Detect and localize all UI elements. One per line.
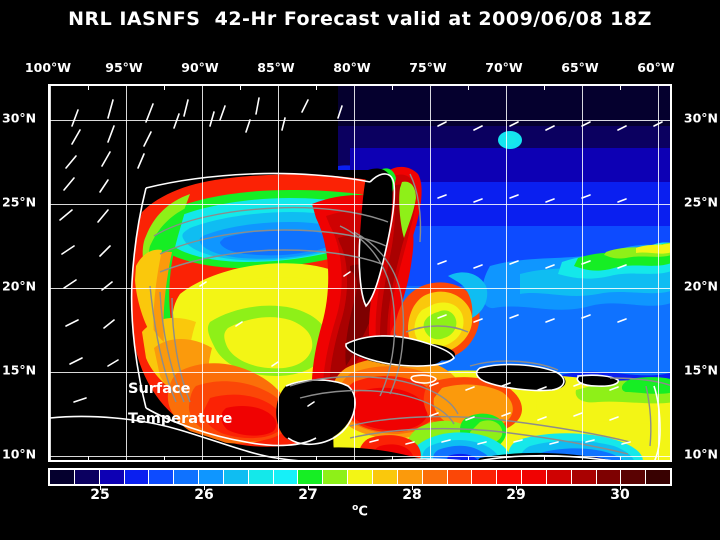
tick-top [240, 86, 241, 90]
colorbar-label-25: 25 [90, 487, 110, 503]
lon-label-90w: 90°W [181, 60, 219, 75]
lat-label-left-20n: 20°N [2, 278, 37, 294]
gridline-lat-15n [50, 372, 670, 373]
map-panel[interactable]: Surface Temperature [48, 84, 672, 462]
tick-bottom [164, 456, 165, 460]
colorbar-segment-8 [248, 470, 274, 484]
current-vector-overlay [59, 97, 663, 445]
page-title: NRL IASNFS 42-Hr Forecast valid at 2009/… [68, 8, 652, 30]
colorbar-segment-10 [298, 470, 324, 484]
colorbar-segment-4 [149, 470, 175, 484]
lat-label-left-30n: 30°N [2, 110, 37, 126]
colorbar-tick [100, 486, 101, 490]
colorbar-segment-24 [646, 470, 671, 484]
lat-label-right-30n: 30°N [683, 110, 718, 126]
colorbar-segment-18 [497, 470, 523, 484]
gridline-lat-20n [50, 288, 670, 289]
lon-label-75w: 75°W [409, 60, 447, 75]
tick-bottom [620, 456, 621, 460]
gridline-lon-60w [658, 86, 659, 460]
gridline-lat-25n [50, 204, 670, 205]
lon-label-65w: 65°W [561, 60, 599, 75]
tick-bottom [468, 456, 469, 460]
gridline-lat-10n [50, 456, 670, 457]
tick-top [164, 86, 165, 90]
colorbar-segment-6 [199, 470, 224, 484]
colorbar-label-28: 28 [402, 487, 422, 503]
colorbar-tick [412, 486, 413, 490]
colorbar-segment-22 [596, 470, 622, 484]
lon-label-100w: 100°W [24, 60, 72, 75]
lon-label-85w: 85°W [257, 60, 295, 75]
colorbar-segment-1 [74, 470, 100, 484]
lat-label-right-15n: 15°N [683, 362, 718, 378]
lat-label-left-15n: 15°N [2, 362, 37, 378]
lon-label-95w: 95°W [105, 60, 143, 75]
tick-bottom [392, 456, 393, 460]
colorbar-label-29: 29 [506, 487, 526, 503]
lon-label-80w: 80°W [333, 60, 371, 75]
colorbar-segment-15 [422, 470, 448, 484]
gridline-lon-65w [582, 86, 583, 460]
annotation-line-2: Temperature [128, 411, 233, 427]
colorbar-tick [204, 486, 205, 490]
gridline-lat-30n [50, 120, 670, 121]
gridline-lon-70w [506, 86, 507, 460]
tick-bottom [88, 456, 89, 460]
colorbar-segment-3 [124, 470, 150, 484]
celsius-letter: C [358, 504, 368, 520]
colorbar-segment-11 [323, 470, 349, 484]
colorbar-segment-20 [546, 470, 572, 484]
lat-label-right-25n: 25°N [683, 194, 718, 210]
colorbar-segment-16 [447, 470, 473, 484]
tick-top [620, 86, 621, 90]
colorbar-segment-19 [522, 470, 547, 484]
map-inner: Surface Temperature [50, 86, 670, 460]
gridline-lon-75w [430, 86, 431, 460]
gridline-lon-85w [278, 86, 279, 460]
colorbar-tick [308, 486, 309, 490]
colorbar-segment-7 [223, 470, 249, 484]
colorbar-segment-14 [397, 470, 423, 484]
tick-bottom [316, 456, 317, 460]
colorbar-tick [620, 486, 621, 490]
lat-label-left-25n: 25°N [2, 194, 37, 210]
colorbar[interactable] [48, 468, 672, 486]
map-annotation: Surface Temperature [128, 374, 232, 434]
colorbar-segment-21 [571, 470, 597, 484]
colorbar-segment-23 [621, 470, 647, 484]
lon-label-70w: 70°W [485, 60, 523, 75]
colorbar-label-26: 26 [194, 487, 214, 503]
colorbar-segment-12 [348, 470, 373, 484]
gridline-lon-100w [50, 86, 51, 460]
gridline-lon-80w [354, 86, 355, 460]
colorbar-segment-0 [50, 470, 75, 484]
colorbar-segment-13 [372, 470, 398, 484]
colorbar-label-27: 27 [298, 487, 318, 503]
colorbar-segment-5 [174, 470, 200, 484]
lat-label-left-10n: 10°N [2, 446, 37, 462]
colorbar-unit-label: oC [0, 503, 720, 519]
tick-top [468, 86, 469, 90]
tick-top [544, 86, 545, 90]
lat-label-right-10n: 10°N [683, 446, 718, 462]
colorbar-segment-2 [99, 470, 125, 484]
colorbar-segment-17 [472, 470, 498, 484]
gridline-lon-95w [126, 86, 127, 460]
colorbar-label-30: 30 [610, 487, 630, 503]
tick-bottom [544, 456, 545, 460]
gridline-lon-90w [202, 86, 203, 460]
tick-top [316, 86, 317, 90]
coastline-overlay [50, 172, 670, 460]
tick-top [392, 86, 393, 90]
annotation-line-1: Surface [128, 381, 191, 397]
colorbar-segment-9 [273, 470, 299, 484]
colorbar-tick [516, 486, 517, 490]
lon-label-60w: 60°W [637, 60, 675, 75]
degree-symbol: o [352, 503, 359, 513]
tick-top [88, 86, 89, 90]
lat-label-right-20n: 20°N [683, 278, 718, 294]
tick-bottom [240, 456, 241, 460]
